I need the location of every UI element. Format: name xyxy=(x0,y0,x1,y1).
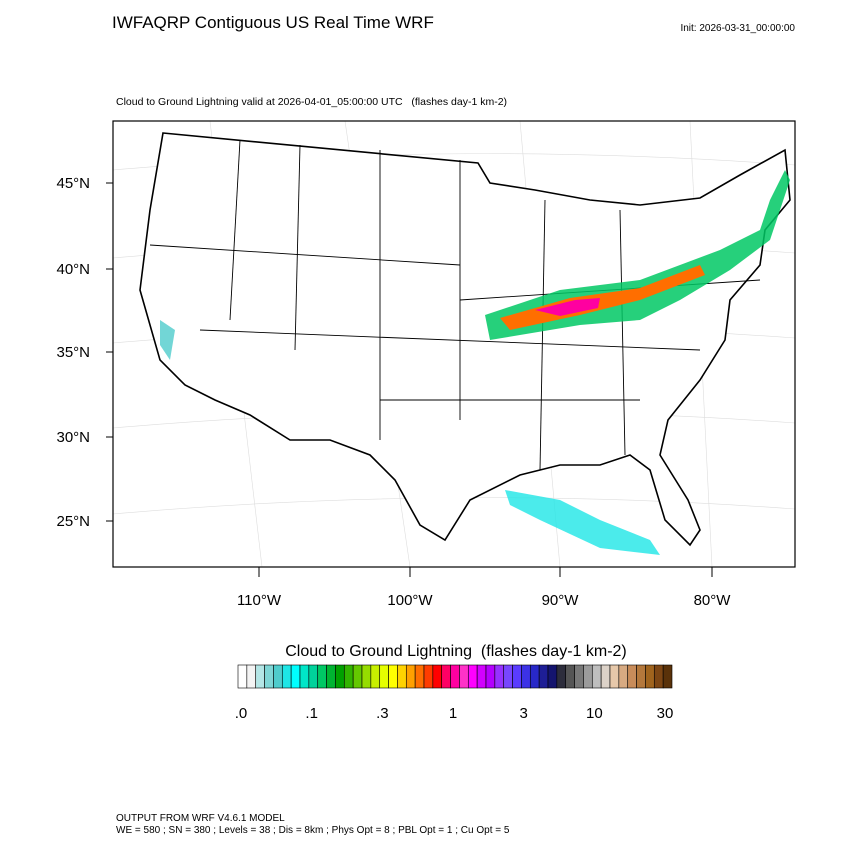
title: IWFAQRP Contiguous US Real Time WRF xyxy=(112,13,434,32)
colorbar: .0 .1 .3 1 3 10 30 xyxy=(235,664,674,722)
colorbar-label: .3 xyxy=(376,705,389,722)
colorbar-box xyxy=(264,664,274,689)
colorbar-label: .0 xyxy=(235,705,248,722)
us-outline xyxy=(139,132,791,547)
map-subtitle: Cloud to Ground Lightning valid at 2026-… xyxy=(116,96,507,108)
colorbar-title: Cloud to Ground Lightning (flashes day-1… xyxy=(285,643,627,660)
colorbar-box xyxy=(370,664,381,689)
colorbar-box xyxy=(317,664,327,689)
colorbar-label: 1 xyxy=(449,705,457,722)
colorbar-box xyxy=(405,664,416,689)
colorbar-box xyxy=(645,664,655,689)
colorbar-box xyxy=(246,664,257,689)
colorbar-box xyxy=(494,664,505,689)
colorbar-box xyxy=(281,664,292,689)
colorbar-box xyxy=(308,664,319,689)
lon-label: 90°W xyxy=(542,592,580,609)
lat-label: 45°N xyxy=(56,175,90,192)
lightning-areas xyxy=(160,170,790,555)
colorbar-box xyxy=(423,664,434,689)
colorbar-box xyxy=(352,664,363,689)
colorbar-box xyxy=(476,664,487,689)
colorbar-box xyxy=(379,664,389,689)
map-frame xyxy=(112,120,796,568)
lat-label: 35°N xyxy=(56,344,90,361)
init-time: Init: 2026-03-31_00:00:00 xyxy=(680,23,795,34)
colorbar-box xyxy=(432,664,443,689)
colorbar-box xyxy=(600,664,611,689)
state-borders xyxy=(149,139,761,471)
colorbar-box xyxy=(450,664,460,689)
colorbar-label: 10 xyxy=(586,705,603,722)
colorbar-box xyxy=(653,664,664,689)
colorbar-box xyxy=(521,664,531,689)
colorbar-box xyxy=(636,664,646,689)
colorbar-box xyxy=(583,664,593,689)
colorbar-box xyxy=(512,664,522,689)
colorbar-label: .1 xyxy=(305,705,318,722)
colorbar-box xyxy=(361,664,372,689)
lon-label: 80°W xyxy=(694,592,732,609)
colorbar-box xyxy=(397,664,407,689)
colorbar-box xyxy=(609,664,620,689)
colorbar-box xyxy=(565,664,575,689)
footer-line: OUTPUT FROM WRF V4.6.1 MODEL xyxy=(116,813,285,824)
colorbar-box xyxy=(547,664,558,689)
lon-label: 100°W xyxy=(387,592,433,609)
lat-label: 30°N xyxy=(56,429,90,446)
colorbar-box xyxy=(485,664,496,689)
lon-label: 110°W xyxy=(237,592,282,609)
lat-label: 25°N xyxy=(56,513,90,530)
colorbar-box xyxy=(273,664,283,689)
colorbar-box xyxy=(529,664,540,689)
colorbar-box xyxy=(618,664,629,689)
colorbar-box xyxy=(459,664,469,689)
colorbar-box xyxy=(299,664,310,689)
colorbar-box xyxy=(326,664,336,689)
colorbar-box xyxy=(503,664,513,689)
colorbar-box xyxy=(591,664,602,689)
colorbar-box xyxy=(574,664,584,689)
footer-line: WE = 580 ; SN = 380 ; Levels = 38 ; Dis … xyxy=(116,825,510,836)
colorbar-box xyxy=(627,664,637,689)
colorbar-label: 30 xyxy=(657,705,674,722)
lat-label: 40°N xyxy=(56,261,90,278)
colorbar-box xyxy=(343,664,354,689)
colorbar-label: 3 xyxy=(519,705,527,722)
colorbar-box xyxy=(556,664,567,689)
colorbar-box xyxy=(290,664,301,689)
map xyxy=(112,120,796,568)
colorbar-box xyxy=(237,664,248,689)
colorbar-box xyxy=(538,664,549,689)
colorbar-box xyxy=(467,664,478,689)
colorbar-box xyxy=(255,664,265,689)
colorbar-box xyxy=(388,664,398,689)
colorbar-box xyxy=(662,664,673,689)
colorbar-box xyxy=(335,664,345,689)
colorbar-box xyxy=(441,664,451,689)
colorbar-box xyxy=(414,664,425,689)
